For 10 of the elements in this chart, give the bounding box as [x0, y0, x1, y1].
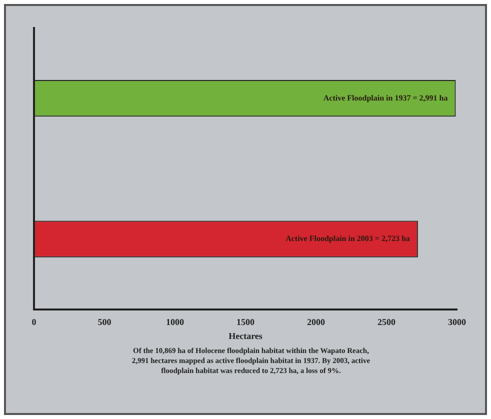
x-tick-label: 0: [32, 317, 37, 328]
x-tick-label: 2500: [378, 317, 396, 328]
data-label: Active Floodplain in 1937 = 2,991 ha: [323, 93, 448, 102]
x-tick-label: 1000: [166, 317, 184, 328]
x-axis-title: Hectares: [228, 330, 263, 341]
x-tick-label: 500: [98, 317, 112, 328]
x-tick-label: 2000: [307, 317, 326, 328]
x-tick-label: 3000: [448, 317, 466, 328]
x-tick-label: 1500: [236, 317, 255, 328]
data-label: Active Floodplain in 2003 = 2,723 ha: [286, 234, 410, 244]
